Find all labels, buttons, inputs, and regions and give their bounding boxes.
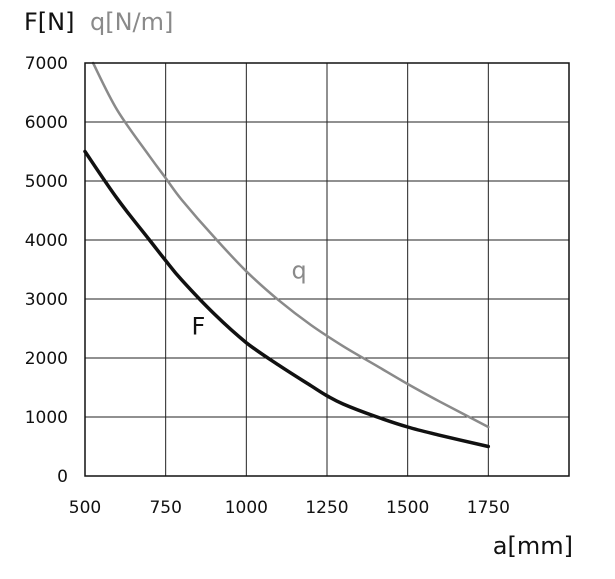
series-label-f: F (191, 312, 205, 340)
x-tick-label: 1250 (305, 498, 348, 518)
x-tick-label: 750 (149, 498, 181, 518)
y-tick-label: 0 (57, 467, 68, 487)
y-axis-title-force: F[N] (24, 8, 74, 36)
y-tick-label: 2000 (25, 349, 68, 369)
y-axis-title-load: q[N/m] (90, 8, 173, 36)
series-line-q (91, 61, 490, 429)
y-tick-label: 6000 (25, 113, 68, 133)
plot-frame (84, 62, 570, 477)
series-label-q: q (292, 256, 307, 284)
y-tick-label: 5000 (25, 172, 68, 192)
y-tick-label: 1000 (25, 408, 68, 428)
x-tick-label: 1500 (386, 498, 429, 518)
x-tick-label: 500 (69, 498, 101, 518)
plot-border (84, 62, 570, 477)
y-tick-label: 4000 (25, 231, 68, 251)
y-tick-label: 3000 (25, 290, 68, 310)
y-tick-label: 7000 (25, 54, 68, 74)
grid (84, 62, 570, 477)
x-tick-label: 1000 (225, 498, 268, 518)
tick-labels: 500 750 1000 1250 1500 1750 0 1000 2000 3000 4000 5… (25, 54, 510, 518)
series-line-f (83, 149, 491, 449)
series-layer (83, 61, 491, 449)
x-tick-label: 1750 (467, 498, 510, 518)
x-axis-title: a[mm] (493, 532, 573, 560)
